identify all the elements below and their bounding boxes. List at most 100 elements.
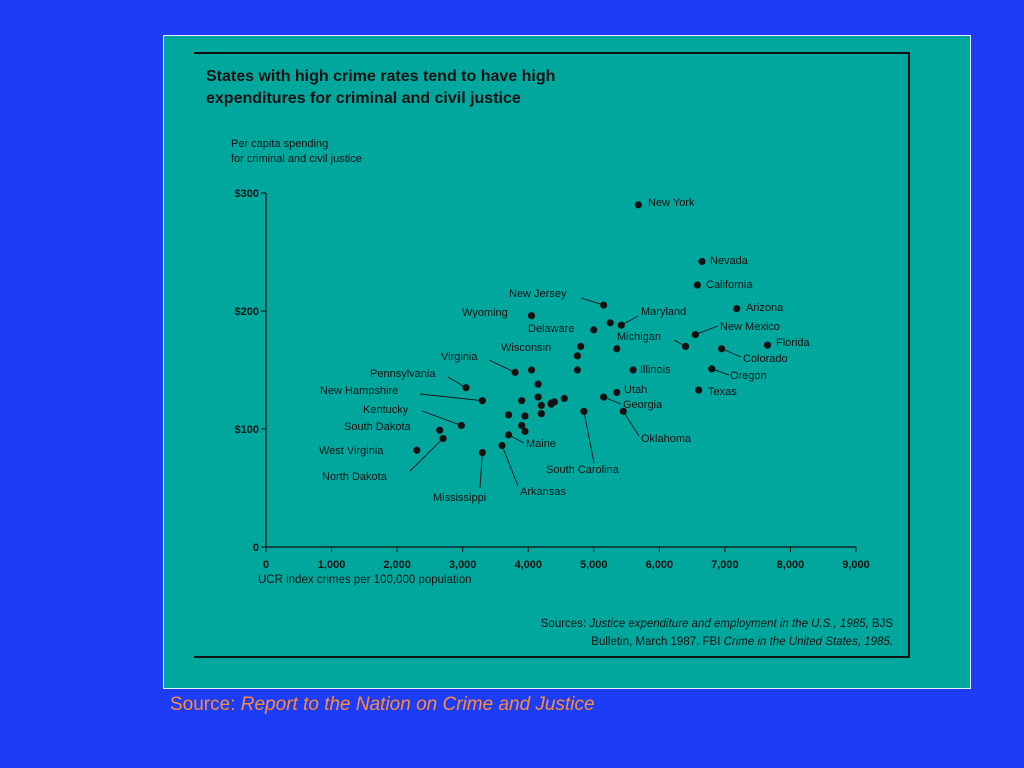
- data-point: [560, 394, 568, 402]
- label-leader-lines: [409, 297, 742, 489]
- point-label: North Dakota: [322, 471, 388, 483]
- data-point: [504, 411, 513, 419]
- leader-line: [479, 452, 483, 489]
- data-point: [691, 331, 699, 339]
- point-label: Nevada: [710, 255, 749, 267]
- data-point: [478, 397, 486, 405]
- x-tick-label: 9,000: [842, 559, 870, 571]
- data-point: [600, 301, 608, 309]
- data-point: [504, 431, 513, 439]
- leader-line: [622, 411, 640, 437]
- data-point: [478, 449, 486, 457]
- data-points: [413, 201, 772, 457]
- axis-ticks: 0 1,000 2,000 3,000 4,000 5,000 6,000 7,000 8,00…: [235, 188, 870, 571]
- data-point: [527, 312, 536, 320]
- data-point: [534, 380, 542, 388]
- data-point: [511, 368, 519, 376]
- point-label: New York: [648, 197, 695, 209]
- chart-sources-line-2: Bulletin, March 1987. FBI Crime in the U…: [591, 636, 893, 648]
- point-label: Oregon: [730, 370, 767, 382]
- data-point: [763, 341, 772, 349]
- y-axis-label-line-2: for criminal and civil justice: [231, 153, 362, 165]
- slide-panel: [163, 35, 971, 689]
- x-tick-label: 7,000: [711, 559, 739, 571]
- data-point: [629, 366, 637, 374]
- data-point: [537, 410, 545, 418]
- point-label: South Carolina: [546, 464, 620, 476]
- data-point: [537, 401, 545, 409]
- point-label: South Dakota: [344, 421, 412, 433]
- data-point: [718, 345, 726, 353]
- point-label: New Jersey: [509, 288, 567, 300]
- leader-line: [583, 411, 595, 464]
- x-tick-label: 4,000: [514, 559, 542, 571]
- data-point: [534, 393, 542, 401]
- data-point: [521, 427, 529, 435]
- data-point: [413, 446, 421, 454]
- data-point: [617, 321, 625, 329]
- y-axis-label-line-1: Per capita spending: [231, 138, 328, 150]
- data-point: [518, 397, 526, 405]
- point-label: Florida: [776, 337, 811, 349]
- data-point: [681, 342, 690, 350]
- data-point: [733, 305, 741, 313]
- x-tick-label: 6,000: [646, 559, 674, 571]
- data-point: [573, 352, 581, 360]
- y-tick-label: 0: [253, 542, 259, 554]
- point-label: Delaware: [528, 323, 574, 335]
- data-point: [580, 407, 588, 415]
- point-label: Maine: [526, 438, 556, 450]
- data-point: [436, 426, 444, 434]
- x-tick-label: 3,000: [449, 559, 477, 571]
- chart-sources: Sources: Justice expenditure and employm…: [541, 618, 894, 648]
- data-point: [573, 366, 581, 374]
- leader-line: [421, 410, 462, 426]
- point-label: New Mexico: [720, 321, 780, 333]
- data-point: [619, 407, 627, 415]
- y-tick-label: $300: [235, 188, 259, 200]
- chart-title-line-2: expenditures for criminal and civil just…: [206, 90, 521, 107]
- leader-line: [501, 445, 519, 487]
- point-label: Kentucky: [363, 404, 409, 416]
- y-tick-label: $200: [235, 306, 259, 318]
- point-label: Maryland: [641, 306, 686, 318]
- point-label: Pennsylvania: [370, 368, 436, 380]
- data-point: [457, 421, 465, 430]
- x-tick-label: 8,000: [777, 559, 805, 571]
- point-label: Texas: [708, 386, 737, 398]
- data-point: [600, 393, 608, 401]
- data-point: [634, 201, 642, 209]
- chart-title-line-1: States with high crime rates tend to hav…: [206, 68, 555, 85]
- scatter-chart: States with high crime rates tend to hav…: [206, 68, 894, 648]
- leader-line: [409, 438, 444, 472]
- point-label: Georgia: [623, 399, 663, 411]
- point-label: Utah: [624, 384, 647, 396]
- point-label: Arkansas: [520, 486, 566, 498]
- data-point: [527, 366, 536, 374]
- point-label: Mississippi: [433, 492, 486, 504]
- slide-source-prefix: Source:: [170, 694, 241, 715]
- point-label: Arizona: [746, 302, 784, 314]
- point-label: New Hampshire: [320, 385, 398, 397]
- data-point: [439, 434, 447, 443]
- point-label: West Virginia: [319, 445, 384, 457]
- point-label: Wyoming: [462, 307, 508, 319]
- point-label: Virginia: [441, 351, 478, 363]
- data-point: [698, 257, 706, 266]
- point-labels: New York Nevada California Arizona New Jerse…: [319, 197, 811, 504]
- data-point: [518, 421, 526, 430]
- data-point: [613, 345, 621, 353]
- point-label: California: [706, 279, 753, 291]
- y-tick-label: $100: [235, 424, 259, 436]
- data-point: [521, 412, 529, 420]
- point-label: Michigan: [617, 331, 661, 343]
- chart-sources-line-1: Sources: Justice expenditure and employm…: [541, 618, 894, 630]
- data-point: [613, 388, 621, 397]
- data-point: [498, 441, 506, 450]
- leader-line: [695, 325, 719, 336]
- data-point: [695, 386, 703, 394]
- x-tick-label: 0: [263, 559, 269, 571]
- slide-source-title: Report to the Nation on Crime and Justic…: [240, 694, 595, 715]
- x-tick-label: 5,000: [580, 559, 608, 571]
- x-tick-label: 2,000: [383, 559, 411, 571]
